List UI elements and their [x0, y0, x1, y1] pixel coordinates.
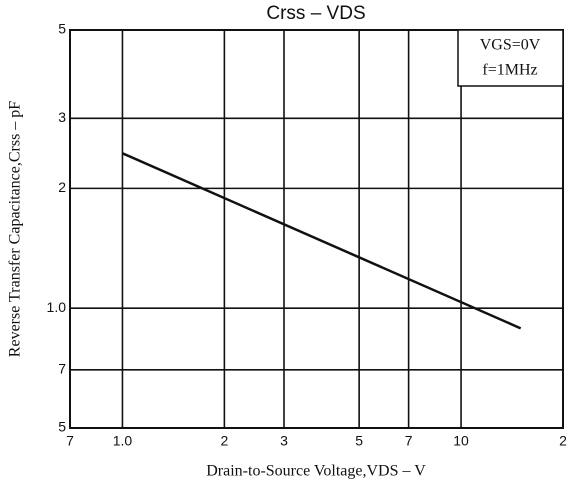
x-tick-label: 2: [559, 433, 567, 449]
annotation-box: [457, 29, 564, 87]
x-axis-label: Drain-to-Source Voltage,VDS – V: [206, 463, 426, 480]
y-axis-label: Reverse Transfer Capacitance,Crss – pF: [7, 101, 24, 357]
plot-frame: [69, 29, 564, 429]
y-tick-label: 1.0: [47, 299, 67, 315]
chart-title: Crss – VDS: [266, 3, 365, 24]
annotation: f=1MHz: [482, 62, 537, 79]
x-tick-label: 3: [280, 433, 288, 449]
y-tick-label: 7: [58, 361, 66, 377]
x-tick-label: 1.0: [113, 433, 133, 449]
x-tick-label: 5: [355, 433, 363, 449]
x-tick-label: 2: [220, 433, 228, 449]
x-tick-label: 7: [66, 433, 74, 449]
x-tick-label: 7: [405, 433, 413, 449]
y-tick-label: 5: [58, 419, 66, 435]
annotation: VGS=0V: [480, 37, 541, 54]
y-tick-label: 2: [58, 179, 66, 195]
data-line: [121, 152, 522, 330]
y-tick-label: 5: [58, 21, 66, 37]
x-tick-label: 10: [453, 433, 469, 449]
y-tick-label: 3: [58, 109, 66, 125]
